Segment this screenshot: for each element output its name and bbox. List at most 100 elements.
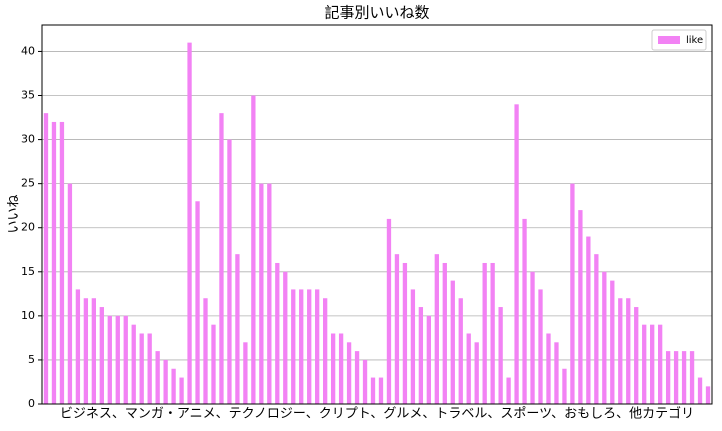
bar <box>139 333 144 404</box>
bar <box>362 359 368 404</box>
bar <box>634 307 639 404</box>
bar <box>450 280 455 404</box>
bar <box>275 262 280 404</box>
bar <box>594 254 599 404</box>
bar <box>67 183 73 404</box>
y-tick-label: 5 <box>28 353 35 366</box>
y-axis-label: いいね <box>7 194 22 233</box>
bar <box>610 280 615 404</box>
bar <box>227 139 232 404</box>
bar <box>51 121 57 404</box>
bar <box>219 113 224 405</box>
bar <box>697 377 703 404</box>
bar <box>370 377 376 404</box>
bar <box>354 351 360 404</box>
bar <box>650 324 655 404</box>
y-tick-label: 10 <box>21 309 35 322</box>
bar <box>466 333 471 404</box>
bar <box>243 342 248 404</box>
bar <box>530 271 535 404</box>
y-tick-label: 35 <box>21 89 35 102</box>
bar <box>291 289 296 404</box>
y-tick-label: 25 <box>21 177 35 190</box>
bar <box>235 254 240 404</box>
bar <box>43 113 49 405</box>
bar <box>458 298 463 404</box>
bar <box>522 218 527 404</box>
bar <box>658 324 663 404</box>
bar <box>187 42 192 405</box>
bar <box>299 289 304 404</box>
bar <box>538 289 543 404</box>
bar <box>498 307 503 404</box>
bar <box>586 236 591 404</box>
bar <box>514 104 519 404</box>
bar <box>338 333 344 404</box>
bar <box>681 351 687 404</box>
bar <box>482 262 487 404</box>
bar <box>123 315 128 404</box>
bar <box>107 315 112 404</box>
legend-swatch <box>658 36 680 44</box>
bar <box>665 351 671 404</box>
x-axis-label: ビジネス、マンガ・アニメ、テクノロジー、クリプト、グルメ、トラベル、スポーツ、お… <box>60 406 694 422</box>
bar <box>83 298 89 404</box>
bar <box>251 95 256 404</box>
bar <box>442 262 447 404</box>
bar <box>147 333 152 404</box>
y-tick-label: 40 <box>21 44 35 57</box>
bar <box>434 254 439 404</box>
bar <box>99 307 104 404</box>
bar <box>418 307 424 404</box>
bar <box>402 262 408 404</box>
bar <box>330 333 336 404</box>
bar <box>203 298 208 404</box>
bar <box>570 183 575 404</box>
bar <box>705 386 711 404</box>
bar <box>506 377 511 404</box>
bar <box>626 298 631 404</box>
bar <box>259 183 264 404</box>
bar <box>490 262 495 404</box>
bar <box>689 351 695 404</box>
bar <box>179 377 184 404</box>
bar <box>59 121 65 404</box>
bar <box>474 342 479 404</box>
legend-label: like <box>686 35 703 46</box>
bar <box>554 342 559 404</box>
bar <box>378 377 384 404</box>
chart-title: 記事別いいね数 <box>324 4 429 22</box>
bar <box>426 315 431 404</box>
bar <box>155 351 160 404</box>
bar <box>410 289 416 404</box>
bar <box>346 342 352 404</box>
bar <box>195 201 200 404</box>
y-tick-label: 15 <box>21 265 35 278</box>
bar <box>323 298 328 404</box>
bar <box>283 271 288 404</box>
bar <box>562 368 567 404</box>
bar <box>546 333 551 404</box>
bar <box>75 289 81 404</box>
bar <box>131 324 136 404</box>
bar <box>115 315 120 404</box>
bar <box>642 324 647 404</box>
bar <box>386 218 392 404</box>
bar <box>602 271 607 404</box>
bar <box>315 289 320 404</box>
y-tick-label: 20 <box>21 221 35 234</box>
bar <box>267 183 272 404</box>
bar <box>618 298 623 404</box>
y-tick-label: 30 <box>21 133 35 146</box>
bar <box>394 254 400 404</box>
y-tick-label: 0 <box>28 397 35 410</box>
bar <box>163 359 168 404</box>
bar <box>673 351 679 404</box>
bar <box>211 324 216 404</box>
plot-frame <box>41 24 713 405</box>
bar <box>578 210 583 404</box>
bar <box>307 289 312 404</box>
bar <box>171 368 176 404</box>
bar <box>91 298 96 404</box>
